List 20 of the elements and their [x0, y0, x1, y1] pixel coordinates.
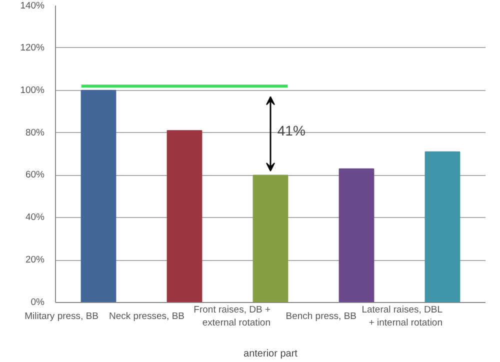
bar: [166, 130, 202, 302]
y-tick-label: 40%: [25, 212, 46, 224]
y-tick-label: 140%: [20, 0, 46, 12]
x-axis-title: anterior part: [244, 348, 298, 360]
x-tick-label: Bench press, BB: [286, 311, 357, 322]
bar: [424, 151, 460, 302]
y-tick-label: 80%: [25, 127, 46, 138]
bar: [338, 168, 374, 302]
bar: [252, 174, 288, 302]
x-tick-label: Neck presses, BB: [109, 311, 184, 322]
x-tick-label: Front raises, DB + external rotation: [194, 304, 271, 329]
y-tick-label: 0%: [30, 297, 46, 308]
x-tick-label: Lateral raises, DBL + internal rotation: [362, 304, 443, 329]
bar: [80, 90, 116, 302]
y-tick-label: 120%: [20, 42, 46, 54]
y-tick-label: 100%: [20, 84, 46, 96]
x-tick-label: Military press, BB: [24, 311, 99, 322]
annotation: 41%: [277, 122, 306, 139]
y-tick-label: 60%: [25, 170, 46, 181]
y-tick-label: 20%: [25, 254, 46, 266]
